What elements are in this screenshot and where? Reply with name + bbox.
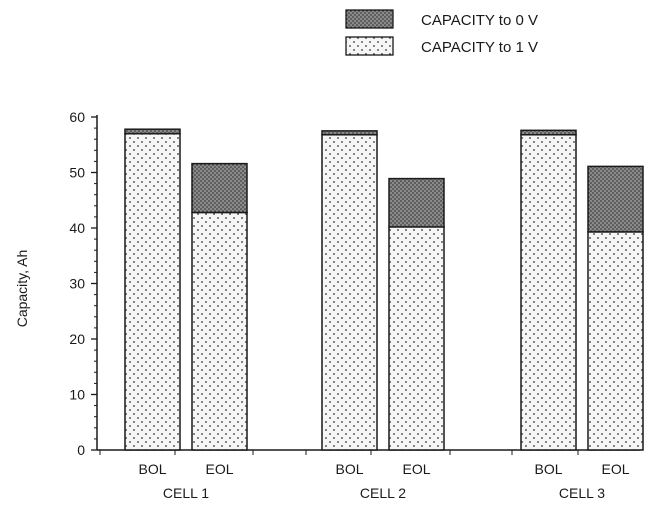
x-tick-label: EOL <box>402 461 430 477</box>
legend-swatch <box>345 36 394 56</box>
y-axis: 0 10 20 30 40 50 60 Capacity, Ah <box>14 109 98 458</box>
y-tick-label: 40 <box>69 220 85 236</box>
bar-segment <box>388 177 445 228</box>
y-tick-label: 30 <box>69 276 85 292</box>
y-tick-label: 20 <box>69 331 85 347</box>
x-tick-label: BOL <box>138 461 166 477</box>
y-tick-label: 50 <box>69 165 85 181</box>
bar-segment <box>388 226 445 451</box>
y-tick-label: 10 <box>69 387 85 403</box>
bars <box>124 128 644 451</box>
bar-segment <box>124 132 181 451</box>
legend: CAPACITY to 0 V CAPACITY to 1 V <box>345 9 538 56</box>
x-group-label: CELL 1 <box>163 485 209 501</box>
x-tick-label: EOL <box>205 461 233 477</box>
x-group-label: CELL 3 <box>559 485 605 501</box>
bar-segment <box>124 128 181 135</box>
x-tick-label: BOL <box>335 461 363 477</box>
y-axis-title: Capacity, Ah <box>14 250 30 328</box>
bar-segment <box>191 211 248 451</box>
legend-label: CAPACITY to 1 V <box>421 39 538 56</box>
y-tick-label: 60 <box>69 109 85 125</box>
bar-segment <box>191 162 248 214</box>
x-tick-label: EOL <box>601 461 629 477</box>
x-tick-label: BOL <box>534 461 562 477</box>
bar-segment <box>587 165 644 233</box>
x-axis: BOL EOL CELL 1 BOL EOL CELL 2 BOL EOL CELL 3 <box>97 449 640 501</box>
legend-label: CAPACITY to 0 V <box>421 12 538 29</box>
x-group-label: CELL 2 <box>360 485 406 501</box>
bar-segment <box>587 231 644 451</box>
y-tick-label: 0 <box>77 442 85 458</box>
bar-segment <box>321 134 378 451</box>
bar-segment <box>520 134 577 451</box>
bar-segment <box>321 130 378 136</box>
bar-segment <box>520 129 577 136</box>
legend-swatch <box>345 9 394 29</box>
